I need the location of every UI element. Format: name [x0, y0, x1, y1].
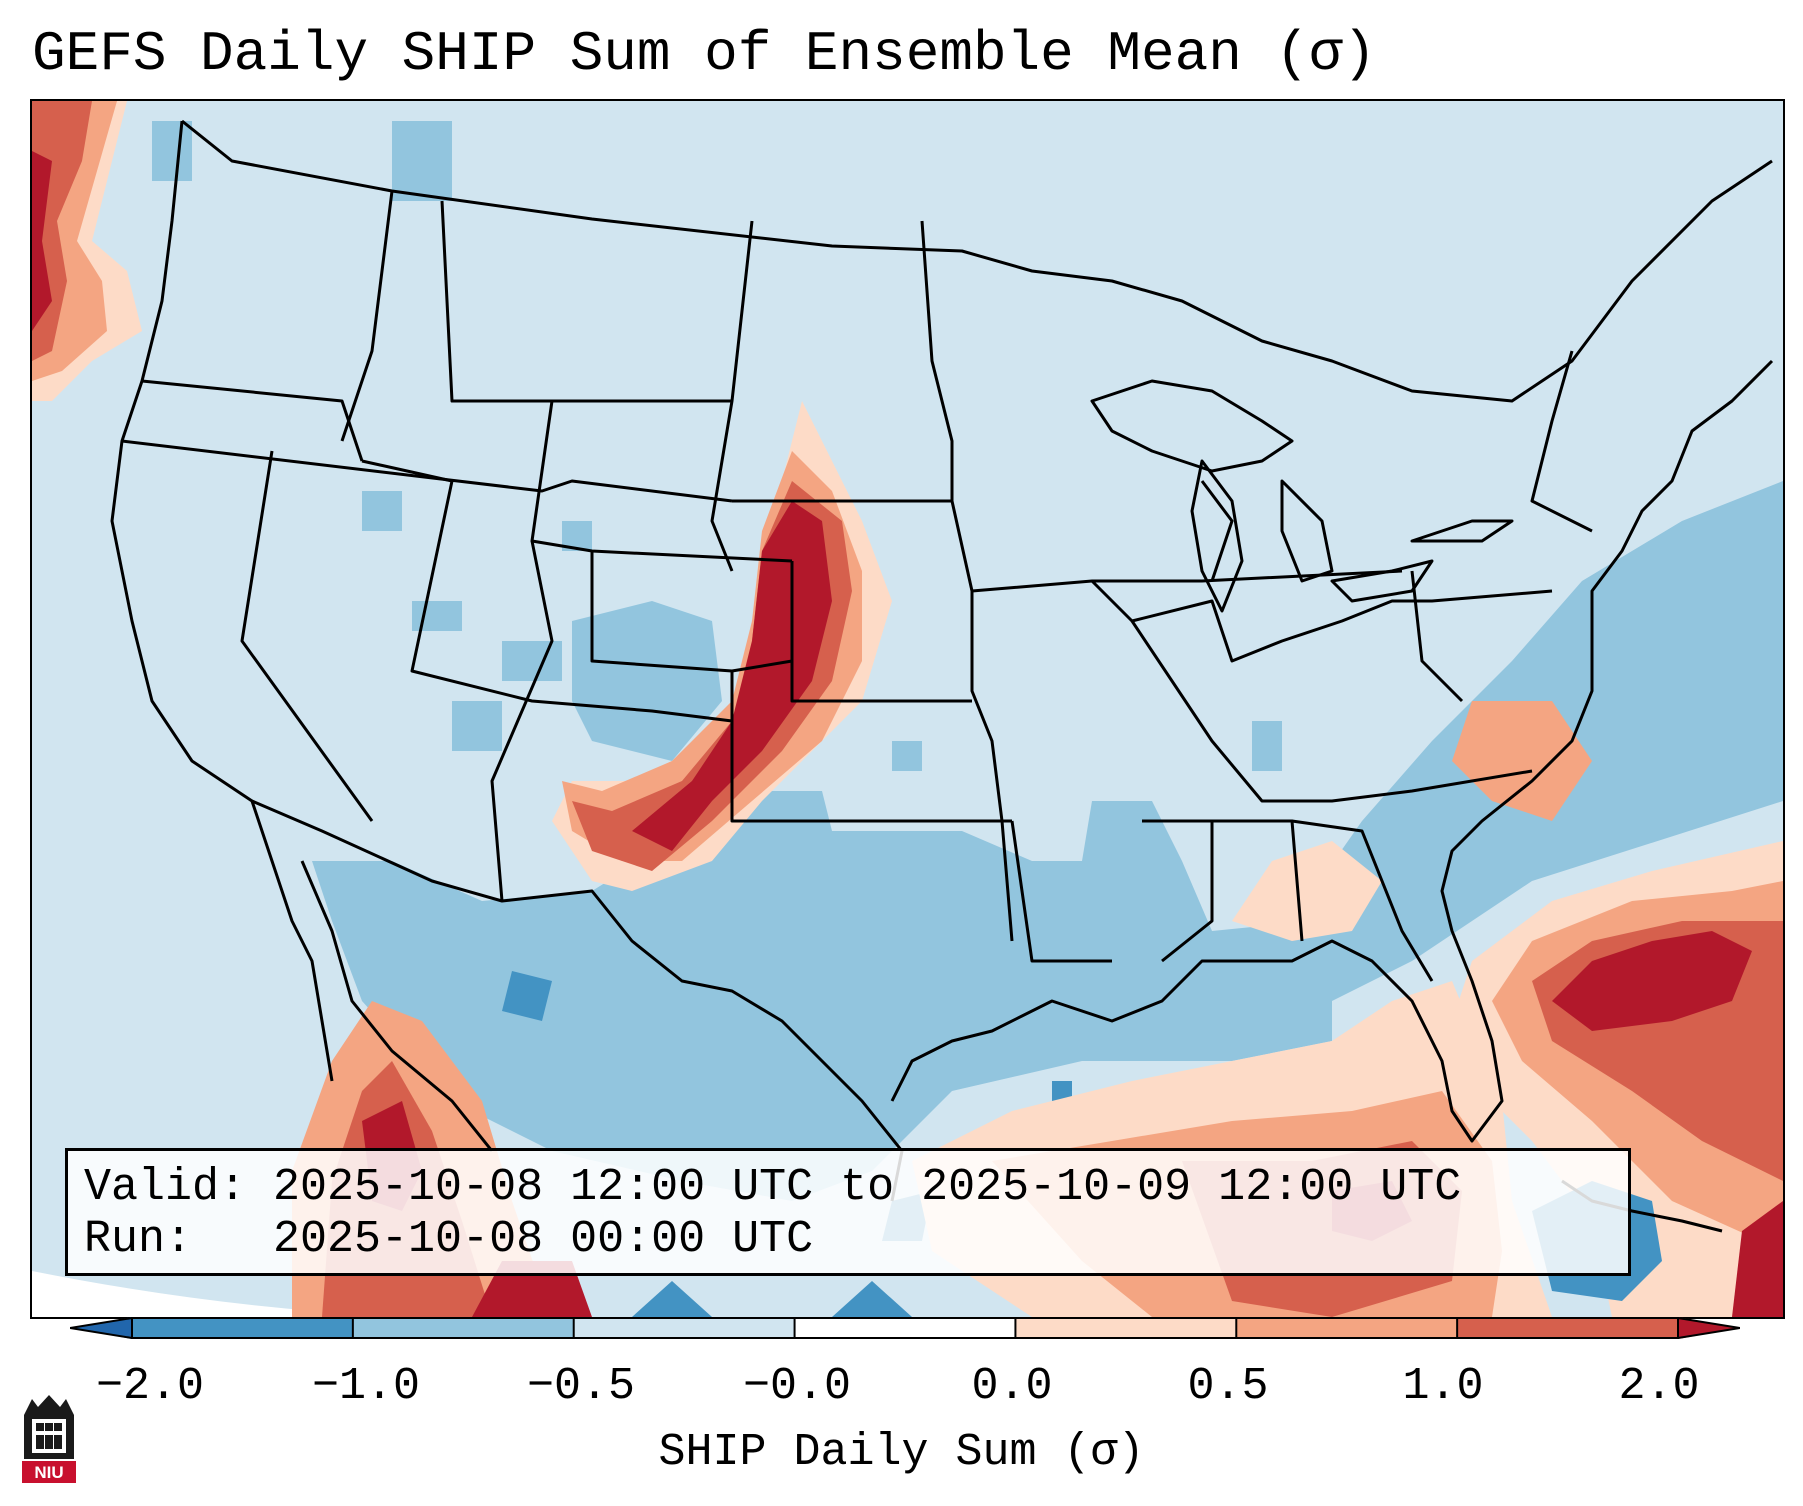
- colorbar-tick-label: 2.0: [1618, 1361, 1700, 1412]
- colorbar-bin: [794, 1317, 1016, 1339]
- colorbar-tick-label: 0.5: [1187, 1361, 1269, 1412]
- map-panel: [30, 99, 1785, 1319]
- valid-time-text: Valid: 2025-10-08 12:00 UTC to 2025-10-0…: [84, 1162, 1462, 1213]
- chart-title: GEFS Daily SHIP Sum of Ensemble Mean (σ): [32, 22, 1377, 86]
- colorbar-bin: [1457, 1317, 1679, 1339]
- colorbar-tick-label: −1.0: [311, 1361, 421, 1412]
- colorado-cool: [572, 601, 722, 761]
- map-svg: [32, 101, 1783, 1317]
- boundaries: [110, 119, 1774, 1233]
- colorbar-bin: [352, 1317, 575, 1339]
- colorbar-extend-low: [70, 1317, 132, 1339]
- colorbar-tick-label: 0.0: [971, 1361, 1053, 1412]
- colorbar-bin: [1236, 1317, 1458, 1339]
- colorbar-tick-label: 1.0: [1402, 1361, 1484, 1412]
- atlantic-warm: [1452, 841, 1783, 1317]
- colorbar-label: SHIP Daily Sum (σ): [658, 1427, 1145, 1478]
- west-cool-pixels: [152, 121, 1282, 1011]
- logo-text: NIU: [34, 1463, 63, 1482]
- run-time-text: Run: 2025-10-08 00:00 UTC: [84, 1214, 814, 1265]
- colorbar-extend-high: [1678, 1317, 1740, 1339]
- pacific-anomaly: [32, 101, 142, 401]
- colorbar-bin: [1015, 1317, 1237, 1339]
- plains-anomaly: [552, 401, 892, 891]
- colorbar-tick-label: −0.0: [742, 1361, 852, 1412]
- outside-domain: [32, 1271, 632, 1317]
- colorbar-tick-label: −0.5: [526, 1361, 636, 1412]
- colorbar-bin: [132, 1317, 354, 1339]
- valid-run-box: Valid: 2025-10-08 12:00 UTC to 2025-10-0…: [65, 1148, 1631, 1276]
- colorbar-tick-label: −2.0: [95, 1361, 205, 1412]
- niu-logo: NIU: [22, 1395, 76, 1483]
- colorbar-bin: [573, 1317, 796, 1339]
- colorbar: [70, 1317, 1740, 1339]
